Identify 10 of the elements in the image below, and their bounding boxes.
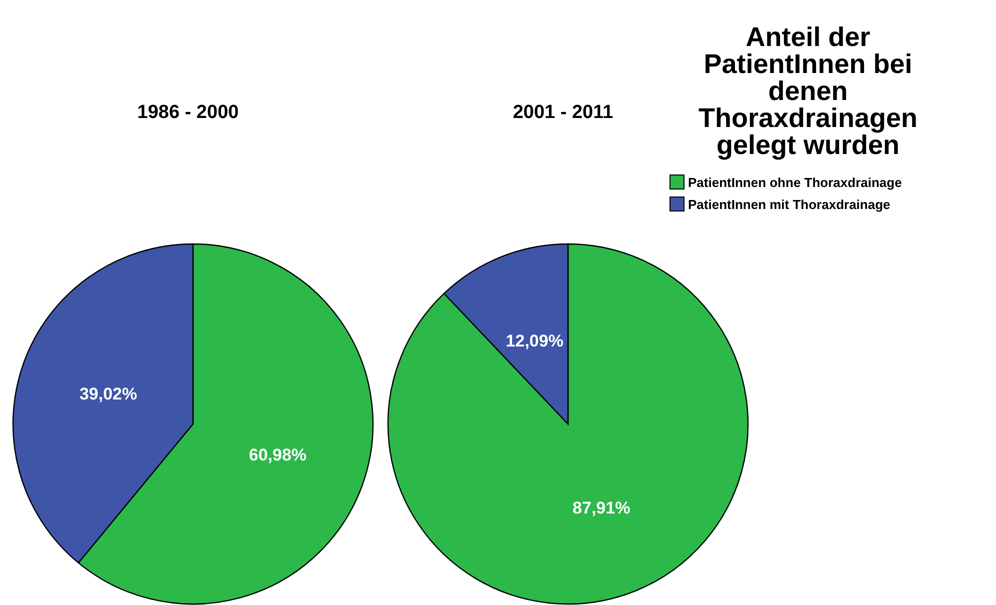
legend-label: PatientInnen ohne Thoraxdrainage [688,175,902,190]
legend-title: Anteil der PatientInnen bei denen Thoraxdrainagen gelegt wurden [698,22,918,160]
legend-label: PatientInnen mit Thoraxdrainage [688,197,890,212]
chart-title: 2001 - 2011 [512,102,614,123]
data-label: 12,09% [506,331,564,350]
chart-title: 1986 - 2000 [137,102,239,123]
data-label: 39,02% [79,384,138,404]
data-label: 60,98% [248,445,307,464]
pie-slice [388,243,749,604]
data-label: 87,91% [572,498,630,518]
